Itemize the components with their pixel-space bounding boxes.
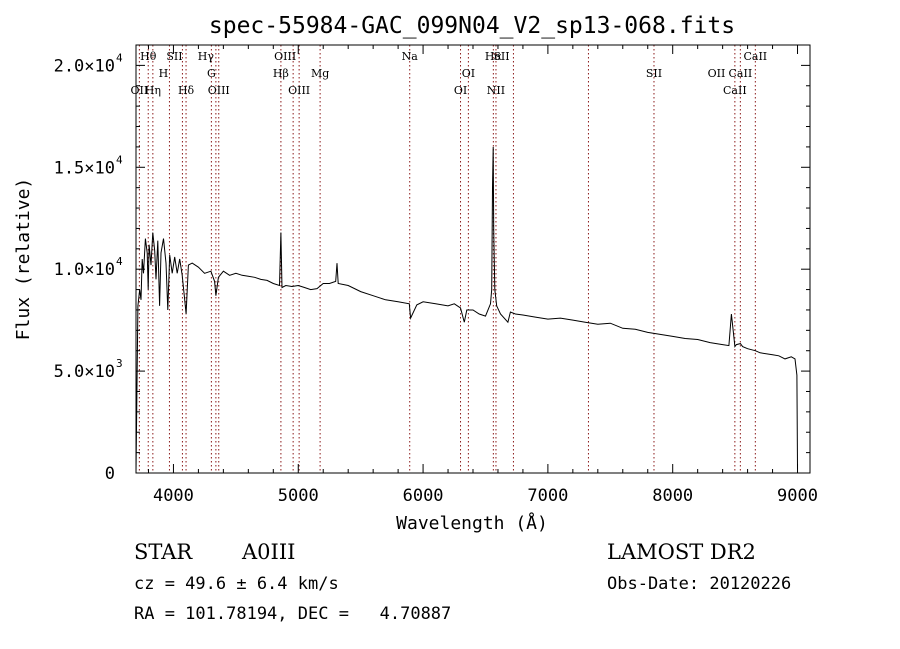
obs-date: Obs-Date: 20120226 [607, 574, 791, 594]
x-axis-label: Wavelength (Å) [396, 512, 548, 534]
y-tick-exponent: 4 [116, 51, 123, 64]
x-tick-label: 7000 [527, 486, 568, 506]
y-tick-exponent: 4 [116, 255, 123, 268]
chart-title: spec-55984-GAC_099N04_V2_sp13-068.fits [209, 13, 735, 39]
line-marker-label: Na [402, 50, 419, 63]
ra-dec: RA = 101.78194, DEC = 4.70887 [134, 604, 451, 624]
survey-name: LAMOST DR2 [607, 540, 756, 564]
line-marker-label: SII [166, 50, 182, 63]
line-marker-labels: HθOIIHηHSIIHδHγGOIIIOIIIHβOIIIMgNaOIOIHα… [131, 50, 768, 97]
line-marker-label: Hβ [273, 67, 289, 80]
line-marker-label: OIII [288, 84, 310, 97]
line-marker-label: NII [487, 84, 505, 97]
y-tick-label: 1.0×10 [54, 260, 115, 280]
line-marker-label: CaII [729, 67, 753, 80]
y-tick-label: 1.5×10 [54, 158, 115, 178]
line-marker-label: OII [708, 67, 726, 80]
x-tick-label: 6000 [403, 486, 444, 506]
line-marker-label: Hα [485, 50, 503, 63]
line-marker-label: OIII [274, 50, 296, 63]
x-tick-label: 9000 [777, 486, 818, 506]
line-marker-label: Mg [311, 67, 329, 80]
y-tick-label: 5.0×10 [54, 362, 115, 382]
y-tick-label: 2.0×10 [54, 56, 115, 76]
line-marker-label: G [207, 67, 216, 80]
y-axis-ticks: 05.0×10 31.0×10 41.5×10 42.0×10 4 [54, 44, 810, 484]
object-class: STAR [134, 540, 193, 564]
line-marker-label: SII [493, 50, 509, 63]
line-marker-label: SII [646, 67, 662, 80]
line-marker-label: CaII [723, 84, 747, 97]
y-tick-exponent: 4 [116, 153, 123, 166]
line-marker-label: OIII [208, 84, 230, 97]
spectrum-line [135, 146, 798, 474]
line-marker-label: OI [454, 84, 467, 97]
line-marker-label: OI [462, 67, 475, 80]
line-marker-label: H [159, 67, 169, 80]
line-marker-label: Hη [145, 84, 161, 97]
line-marker-label: Hγ [198, 50, 215, 63]
x-axis-ticks: 4000 5000 6000 7000 8000 9000 [147, 45, 818, 506]
line-marker-label: CaII [743, 50, 767, 63]
y-axis-label: Flux (relative) [13, 178, 34, 341]
object-subclass: A0III [241, 540, 295, 564]
x-tick-label: 8000 [652, 486, 693, 506]
x-tick-label: 4000 [153, 486, 194, 506]
y-tick-label: 0 [105, 464, 115, 484]
line-marker-label: OII [131, 84, 149, 97]
line-marker-label: Hδ [178, 84, 195, 97]
y-tick-exponent: 3 [116, 357, 123, 370]
redshift-cz: cz = 49.6 ± 6.4 km/s [134, 574, 339, 594]
line-markers [138, 45, 756, 473]
plot-frame [135, 44, 811, 474]
line-marker-label: Hθ [140, 50, 157, 63]
x-tick-label: 5000 [278, 486, 319, 506]
